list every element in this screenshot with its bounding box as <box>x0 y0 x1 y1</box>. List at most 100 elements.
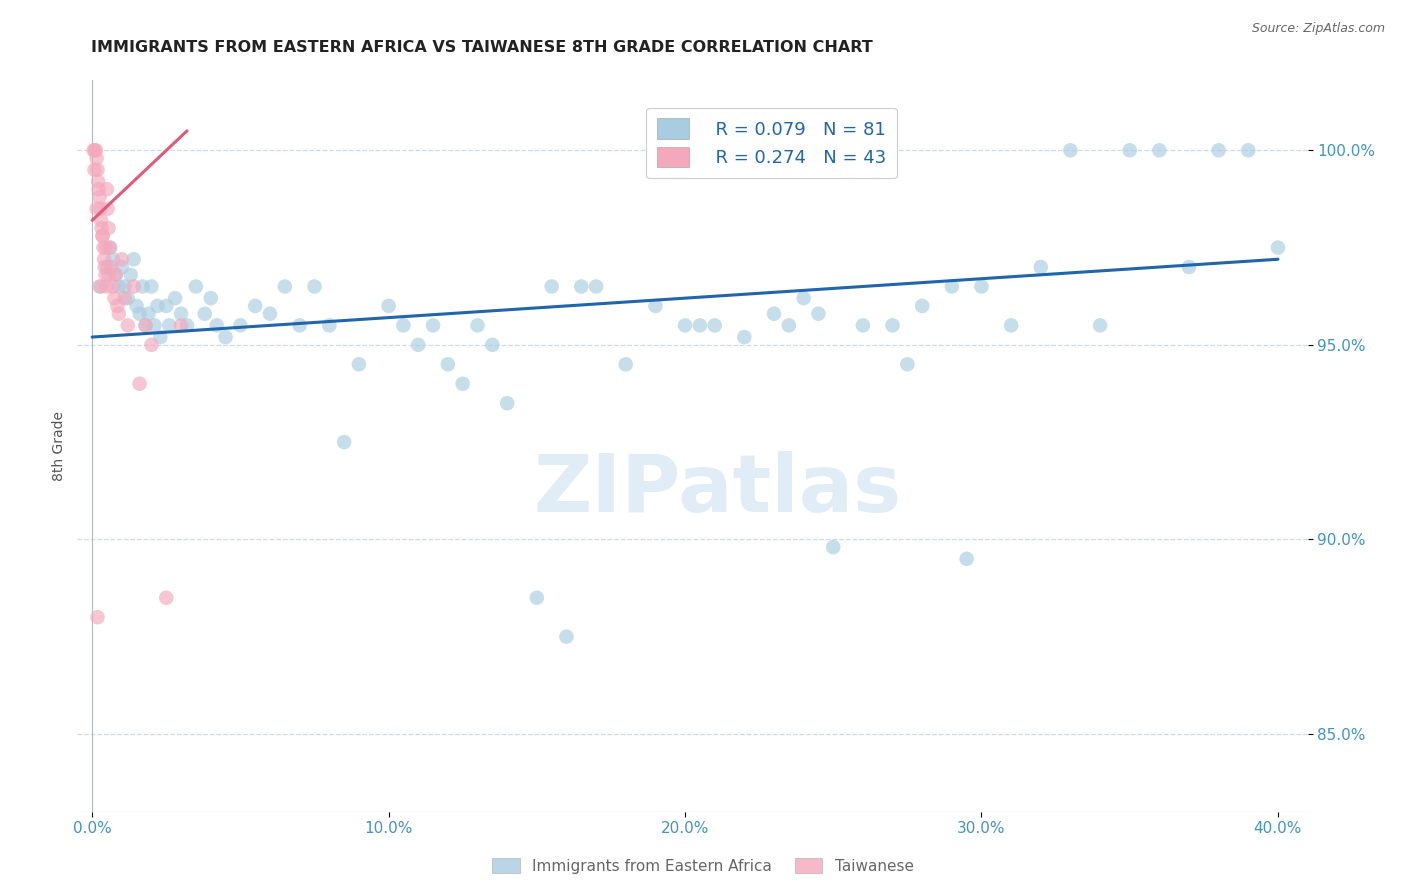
Point <box>956 551 979 566</box>
Point <box>1178 260 1201 274</box>
Point <box>98 241 121 255</box>
Point <box>128 307 150 321</box>
Point <box>229 318 252 333</box>
Point <box>108 307 131 321</box>
Point <box>793 291 815 305</box>
Point <box>823 540 845 554</box>
Point <box>149 330 172 344</box>
Point <box>122 279 145 293</box>
Point <box>1149 144 1171 158</box>
Point <box>111 252 134 267</box>
Point <box>496 396 519 410</box>
Point <box>103 291 125 305</box>
Point <box>540 279 562 293</box>
Point <box>733 330 755 344</box>
Point <box>194 307 217 321</box>
Point <box>104 268 127 282</box>
Point <box>644 299 666 313</box>
Point <box>90 213 112 227</box>
Point <box>141 279 163 293</box>
Point <box>134 318 156 333</box>
Point <box>83 162 105 177</box>
Point <box>318 318 340 333</box>
Point <box>91 228 114 243</box>
Point <box>205 318 228 333</box>
Point <box>437 357 460 371</box>
Point <box>911 299 934 313</box>
Point <box>170 307 193 321</box>
Point <box>333 435 356 450</box>
Point <box>128 376 150 391</box>
Point <box>86 202 108 216</box>
Point <box>1029 260 1052 274</box>
Point <box>94 241 117 255</box>
Point <box>131 279 153 293</box>
Point <box>406 338 429 352</box>
Point <box>93 241 115 255</box>
Point <box>138 307 160 321</box>
Point <box>673 318 696 333</box>
Text: Source: ZipAtlas.com: Source: ZipAtlas.com <box>1251 22 1385 36</box>
Point <box>762 307 785 321</box>
Point <box>93 260 115 274</box>
Point <box>96 182 118 196</box>
Point <box>347 357 370 371</box>
Point <box>288 318 311 333</box>
Y-axis label: 8th Grade: 8th Grade <box>52 411 66 481</box>
Point <box>108 279 131 293</box>
Point <box>84 144 107 158</box>
Point <box>451 376 474 391</box>
Point <box>91 228 114 243</box>
Point <box>89 279 111 293</box>
Point <box>125 299 148 313</box>
Point <box>304 279 326 293</box>
Point <box>105 299 128 313</box>
Point <box>689 318 711 333</box>
Point <box>141 338 163 352</box>
Point <box>555 630 578 644</box>
Point <box>467 318 489 333</box>
Point <box>614 357 637 371</box>
Point <box>1088 318 1111 333</box>
Point <box>98 241 121 255</box>
Point <box>104 268 127 282</box>
Point <box>117 291 139 305</box>
Text: IMMIGRANTS FROM EASTERN AFRICA VS TAIWANESE 8TH GRADE CORRELATION CHART: IMMIGRANTS FROM EASTERN AFRICA VS TAIWAN… <box>91 40 873 55</box>
Point <box>89 190 111 204</box>
Point <box>882 318 904 333</box>
Point <box>184 279 207 293</box>
Point <box>941 279 963 293</box>
Point <box>1000 318 1022 333</box>
Point <box>526 591 548 605</box>
Point <box>90 221 112 235</box>
Point <box>120 268 142 282</box>
Point <box>377 299 399 313</box>
Point <box>970 279 993 293</box>
Legend:   R = 0.079   N = 81,   R = 0.274   N = 43: R = 0.079 N = 81, R = 0.274 N = 43 <box>647 108 897 178</box>
Point <box>1208 144 1230 158</box>
Point <box>176 318 198 333</box>
Point <box>93 252 115 267</box>
Point <box>114 291 136 305</box>
Point <box>165 291 187 305</box>
Point <box>155 591 177 605</box>
Point <box>100 260 122 274</box>
Point <box>807 307 830 321</box>
Point <box>96 260 118 274</box>
Point <box>274 279 297 293</box>
Point <box>569 279 592 293</box>
Point <box>481 338 503 352</box>
Point <box>86 610 108 624</box>
Point <box>111 260 134 274</box>
Point <box>84 144 107 158</box>
Point <box>392 318 415 333</box>
Point <box>96 279 118 293</box>
Point <box>101 252 124 267</box>
Point <box>214 330 236 344</box>
Point <box>157 318 180 333</box>
Point <box>87 182 110 196</box>
Point <box>114 279 136 293</box>
Point <box>422 318 444 333</box>
Point <box>97 268 120 282</box>
Point <box>852 318 875 333</box>
